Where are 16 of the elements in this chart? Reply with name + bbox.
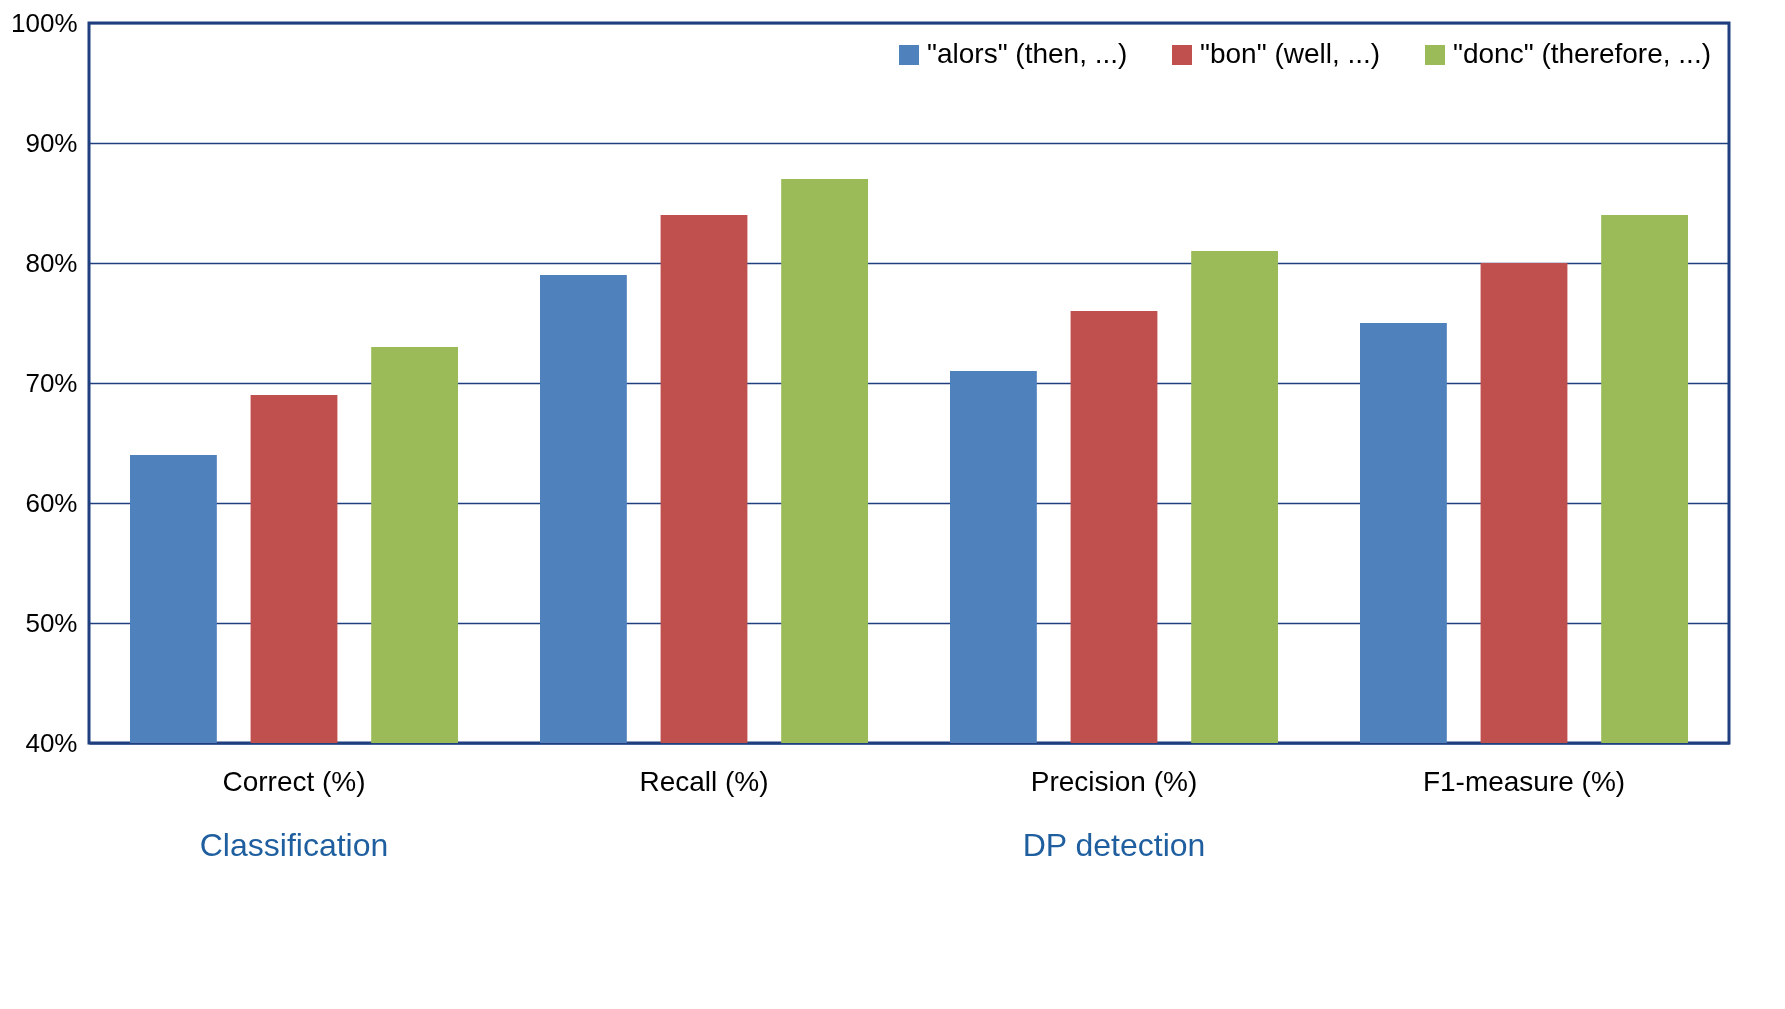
x-tick-label: F1-measure (%) xyxy=(1422,765,1626,797)
y-tick-label: 40% xyxy=(25,727,78,758)
y-tick-label: 60% xyxy=(25,487,78,518)
x-tick-label: Correct (%) xyxy=(222,765,366,797)
y-tick-label: 70% xyxy=(25,367,78,398)
legend-label: "bon" (well, ...) xyxy=(1200,38,1381,69)
y-tick-label: 100% xyxy=(11,7,78,38)
y-tick-label: 50% xyxy=(25,607,78,638)
text: Classification xyxy=(199,827,389,863)
legend-label: "alors" (then, ...) xyxy=(927,38,1128,69)
x-tick-label: Recall (%) xyxy=(639,765,769,797)
text: DP detection xyxy=(1022,827,1206,863)
legend-label: "donc" (therefore, ...) xyxy=(1453,38,1711,69)
y-tick-label: 80% xyxy=(25,247,78,278)
y-tick-label: 90% xyxy=(25,127,78,158)
x-tick-label: Precision (%) xyxy=(1030,765,1198,797)
